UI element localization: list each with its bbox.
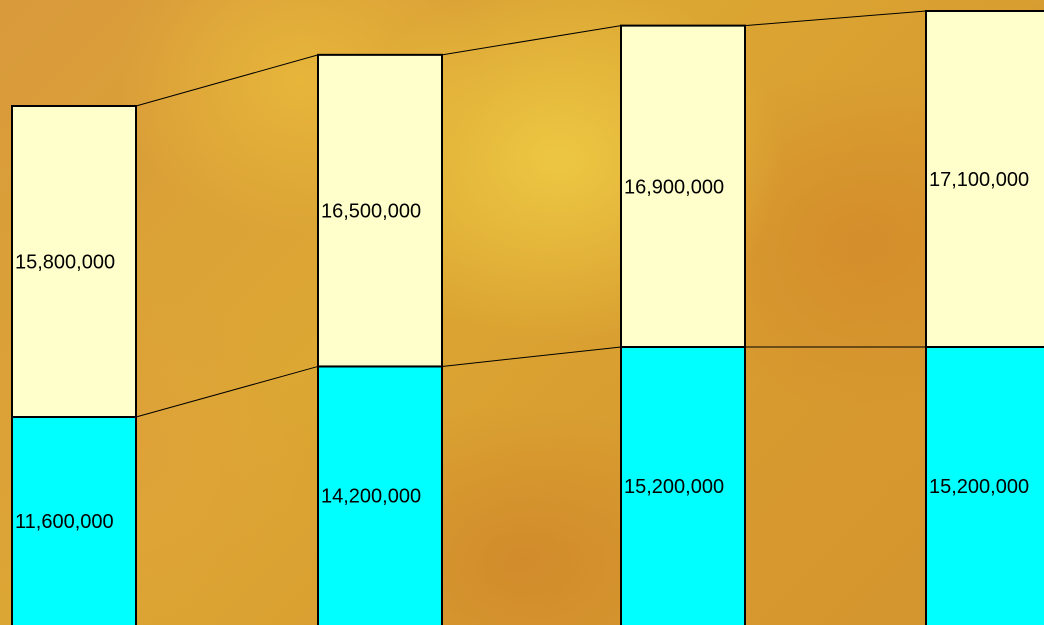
bar-segment-upper — [620, 24, 746, 348]
bar-segment-upper — [11, 105, 137, 418]
data-label-lower: 15,200,000 — [624, 476, 724, 498]
connector-line-top — [744, 10, 927, 27]
data-label-upper: 17,100,000 — [929, 169, 1029, 191]
data-label-upper: 16,900,000 — [624, 176, 724, 198]
connector-lines — [135, 10, 927, 418]
bar-group — [11, 10, 1044, 625]
data-label-upper: 15,800,000 — [15, 252, 115, 274]
data-label-lower: 15,200,000 — [929, 476, 1029, 498]
connector-line-boundary — [135, 365, 319, 418]
bar-segment-lower — [317, 365, 443, 625]
data-label-upper: 16,500,000 — [321, 201, 421, 223]
data-label-group: 11,600,000 15,800,000 14,200,000 16,500,000… — [15, 169, 1029, 533]
bar-segment-upper — [317, 53, 443, 368]
connector-line-boundary — [441, 346, 622, 367]
bar-segment-upper — [925, 10, 1044, 348]
connector-line-top — [441, 25, 622, 56]
bar-segment-lower — [11, 416, 137, 625]
data-label-lower: 11,600,000 — [15, 511, 114, 533]
data-label-lower: 14,200,000 — [321, 486, 421, 508]
connector-line-top — [135, 54, 319, 107]
